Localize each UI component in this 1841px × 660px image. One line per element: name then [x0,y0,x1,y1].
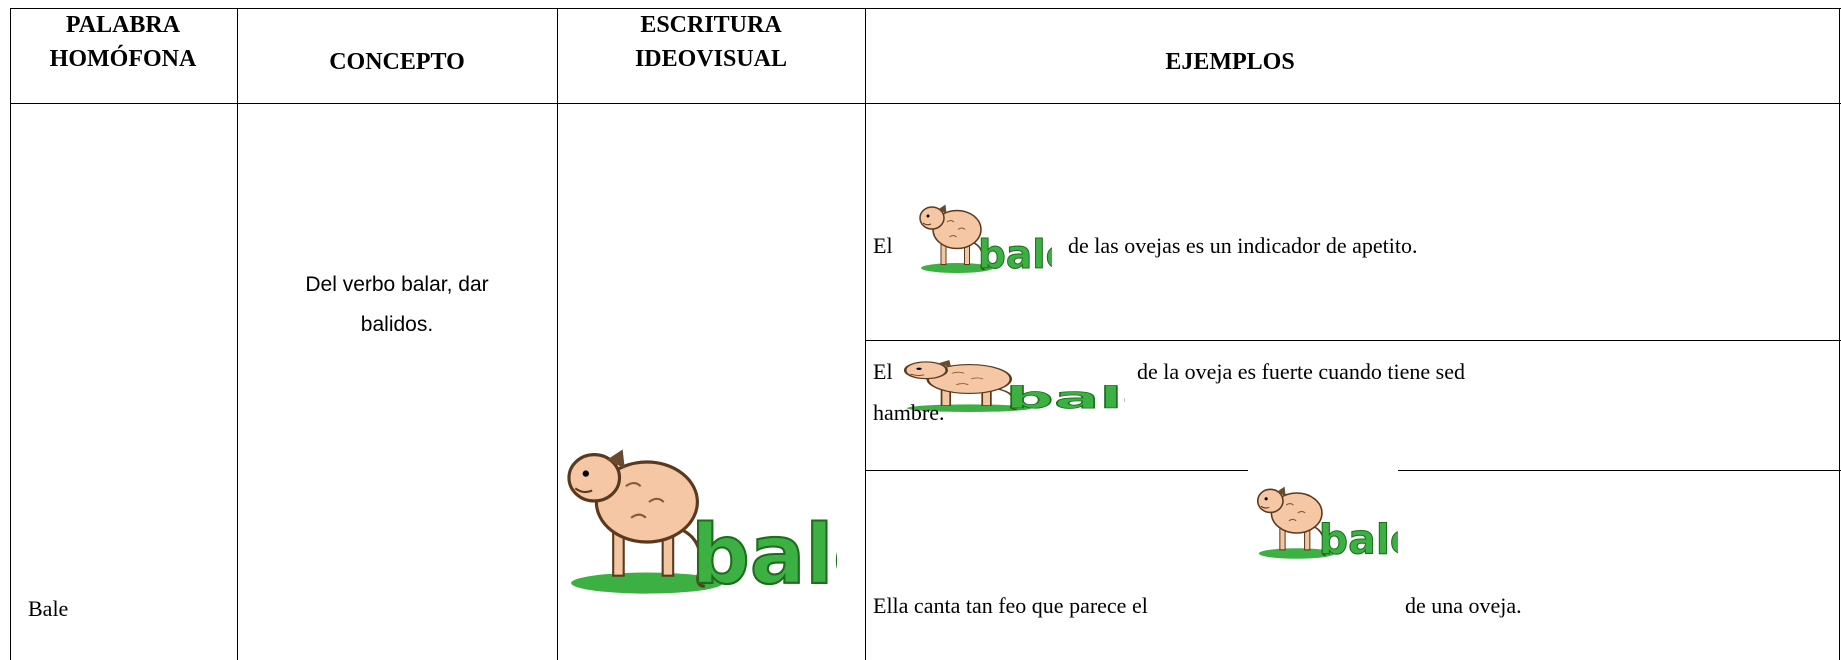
image-word: bale [978,233,1052,277]
concept: Del verbo balar, dar balidos. [305,273,489,336]
example-text: Ella canta tan feo que parece el [873,593,1148,618]
image-word: bale [1319,516,1398,563]
table-border [557,8,558,660]
example-image: bale [900,343,1125,415]
table-border [865,340,1841,341]
example-image: bale [1248,463,1398,563]
header: PALABRA HOMÓFONA [49,12,197,72]
word: Bale [28,596,69,621]
example-text: El [873,233,893,258]
example-image: bale [912,182,1052,277]
table-border [10,8,11,660]
table-border [10,8,1841,9]
table-border [1839,8,1840,660]
example-text: El [873,359,893,384]
example-text: hambre. [873,400,945,425]
example-text: de las ovejas es un indicador de apetito… [1068,233,1418,258]
table-border [865,8,866,660]
image-word: bale [691,508,837,602]
image-word: bale [1006,382,1125,415]
ideovisual-image: bale [562,402,837,602]
header: CONCEPTO [329,49,465,75]
table-border [237,8,238,660]
header: EJEMPLOS [1165,49,1295,75]
example-text: de la oveja es fuerte cuando tiene sed [1137,359,1466,384]
table-border [10,103,1841,104]
example-text: de una oveja. [1405,593,1522,618]
header: ESCRITURA IDEOVISUAL [634,12,788,72]
